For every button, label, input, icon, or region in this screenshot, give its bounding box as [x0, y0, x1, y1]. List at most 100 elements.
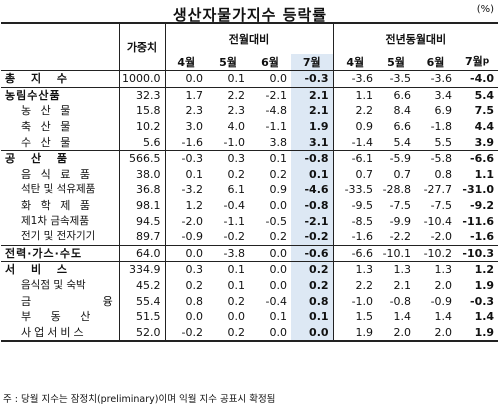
table-row: 화 학 제 품 98.1 1.2 -0.4 0.0 -0.8 -9.5 -7.5…	[1, 197, 498, 214]
mom-cell: 2.3	[164, 103, 207, 119]
mom-cell: 0.2	[227, 167, 246, 181]
yoy-cell: 2.0	[434, 325, 453, 339]
yoy-cell: -3.6	[430, 72, 453, 86]
row-label: 전력·가스·수도	[5, 246, 83, 260]
yoy-cell: 2.0	[393, 325, 412, 339]
yoy-cell: 2.1	[393, 279, 412, 293]
mom-cell-current: -0.2	[291, 228, 334, 246]
mom-cell-current: 0.0	[291, 324, 334, 342]
yoy-cell: -3.6	[332, 70, 378, 88]
mom-cell: 0.3	[164, 261, 207, 278]
weight-cell: 334.9	[118, 261, 165, 278]
yoy-cell-current: -0.3	[470, 294, 495, 308]
mom-cell: -2.0	[164, 213, 207, 229]
mom-cell: -1.1	[265, 120, 287, 134]
yoy-cell-current: -10.3	[462, 246, 495, 260]
weight-cell: 5.6	[118, 134, 165, 151]
yoy-cell: 2.0	[434, 279, 453, 293]
weight-cell: 1000.0	[118, 70, 165, 88]
mom-cell-current: 0.2	[291, 277, 334, 294]
weight-cell: 52.0	[118, 324, 165, 342]
yoy-cell: -6.1	[332, 150, 378, 167]
weight-cell: 89.7	[118, 228, 165, 246]
row-label: 총 지 수	[5, 72, 74, 86]
mom-cell: -1.6	[164, 134, 207, 151]
weight-cell: 64.0	[118, 245, 165, 262]
row-label: 수 산 물	[21, 135, 74, 149]
mom-cell-current: 1.9	[291, 118, 334, 135]
mom-cell: 0.0	[164, 245, 207, 262]
table-row: 전기 및 전자기기 89.7 -0.9 -0.2 0.2 -0.2 -1.6 -…	[1, 228, 498, 246]
mom-cell-current: 0.1	[291, 308, 334, 325]
yoy-cell: 8.4	[393, 104, 412, 118]
yoy-cell: 0.9	[332, 118, 378, 135]
weight-header: 가중치	[118, 23, 165, 71]
mom-cell: 0.0	[164, 308, 207, 325]
mom-cell: 0.0	[269, 263, 288, 277]
mom-cell: 0.1	[227, 279, 246, 293]
mom-cell: 0.0	[269, 246, 288, 260]
mom-cell: -0.4	[265, 294, 287, 308]
mom-cell: 2.3	[227, 104, 246, 118]
mom-cell: -3.2	[164, 182, 207, 198]
yoy-cell: -3.5	[389, 72, 412, 86]
row-label: 제1차 금속제품	[21, 214, 89, 227]
mom-cell: 1.2	[164, 197, 207, 214]
table-row: 서 비 스 334.9 0.3 0.1 0.0 0.2 1.3 1.3 1.3 …	[1, 261, 499, 278]
yoy-cell: -1.8	[430, 120, 453, 134]
footnote: 주 : 당월 지수는 잠정치(preliminary)이며 익월 지수 공표시 …	[3, 394, 276, 405]
table-row: 석탄 및 석유제품 36.8 -3.2 6.1 0.9 -4.6 -33.5 -…	[1, 182, 498, 198]
table-row: 부 동 산 51.5 0.0 0.0 0.1 0.1 1.5 1.4 1.4 1…	[1, 308, 498, 325]
mom-cell: -0.2	[223, 230, 245, 244]
weight-cell: 51.5	[118, 308, 165, 325]
mom-cell: 3.0	[164, 118, 207, 135]
yoy-cell: -10.2	[423, 246, 453, 260]
table-row: 총 지 수 1000.0 0.0 0.1 0.0 -0.3 -3.6 -3.5 …	[1, 70, 498, 88]
weight-cell: 15.8	[118, 103, 165, 119]
mom-cell: 1.7	[164, 87, 207, 104]
weight-cell: 10.2	[118, 118, 165, 135]
row-label: 농 산 물	[21, 104, 74, 118]
weight-cell: 32.3	[118, 87, 165, 104]
yoy-cell: -0.8	[389, 294, 412, 308]
table-row: 농 산 물 15.8 2.3 2.3 -4.8 2.1 2.2 8.4 6.9 …	[1, 103, 498, 119]
row-label: 석탄 및 석유제품	[21, 183, 96, 196]
mom-cell: 0.1	[164, 166, 207, 183]
corner-cell	[1, 23, 119, 71]
yoy-cell: -1.0	[332, 293, 378, 309]
weight-cell: 36.8	[118, 182, 165, 198]
weight-cell: 38.0	[118, 166, 165, 183]
table-row: 농림수산품 32.3 1.7 2.2 -2.1 2.1 1.1 6.6 3.4 …	[1, 87, 499, 104]
mom-cell-current: 0.2	[291, 261, 334, 278]
yoy-cell: -5.9	[389, 152, 412, 166]
yoy-cell: 0.8	[434, 167, 453, 181]
mom-cell: 0.0	[269, 325, 288, 339]
yoy-cell: 1.4	[393, 310, 412, 324]
month-header: 6월	[426, 55, 445, 69]
yoy-cell: -10.4	[423, 214, 453, 228]
row-label: 사업서비스	[21, 325, 87, 339]
yoy-cell: -2.0	[430, 230, 453, 244]
yoy-cell: 6.9	[434, 104, 453, 118]
yoy-cell-current: 1.2	[474, 263, 495, 277]
yoy-cell-current: -1.6	[470, 230, 495, 244]
yoy-cell: -0.9	[430, 294, 453, 308]
month-header: 4월	[332, 54, 378, 71]
yoy-cell: -1.6	[332, 228, 378, 246]
table-row: 음 식 료 품 38.0 0.1 0.2 0.2 0.1 0.7 0.7 0.8…	[1, 166, 498, 183]
yoy-cell: -6.6	[332, 245, 378, 262]
mom-cell: -0.9	[164, 228, 207, 246]
mom-cell: -0.2	[164, 324, 207, 342]
month-header-current: 7월p	[464, 55, 490, 69]
mom-cell: -0.3	[164, 150, 207, 167]
month-header: 5월	[219, 55, 237, 69]
yoy-cell: 2.2	[332, 103, 378, 119]
yoy-cell-current: -9.2	[470, 199, 495, 213]
yoy-cell: 1.5	[332, 308, 378, 325]
yoy-cell: -7.5	[389, 199, 412, 213]
mom-cell: -0.5	[265, 214, 287, 228]
mom-cell: 0.1	[269, 152, 288, 166]
table-row: 수 산 물 5.6 -1.6 -1.0 3.8 3.1 -1.4 5.4 5.5…	[1, 134, 498, 151]
yoy-cell-current: 3.9	[474, 135, 495, 149]
row-label: 서 비 스	[5, 263, 74, 277]
